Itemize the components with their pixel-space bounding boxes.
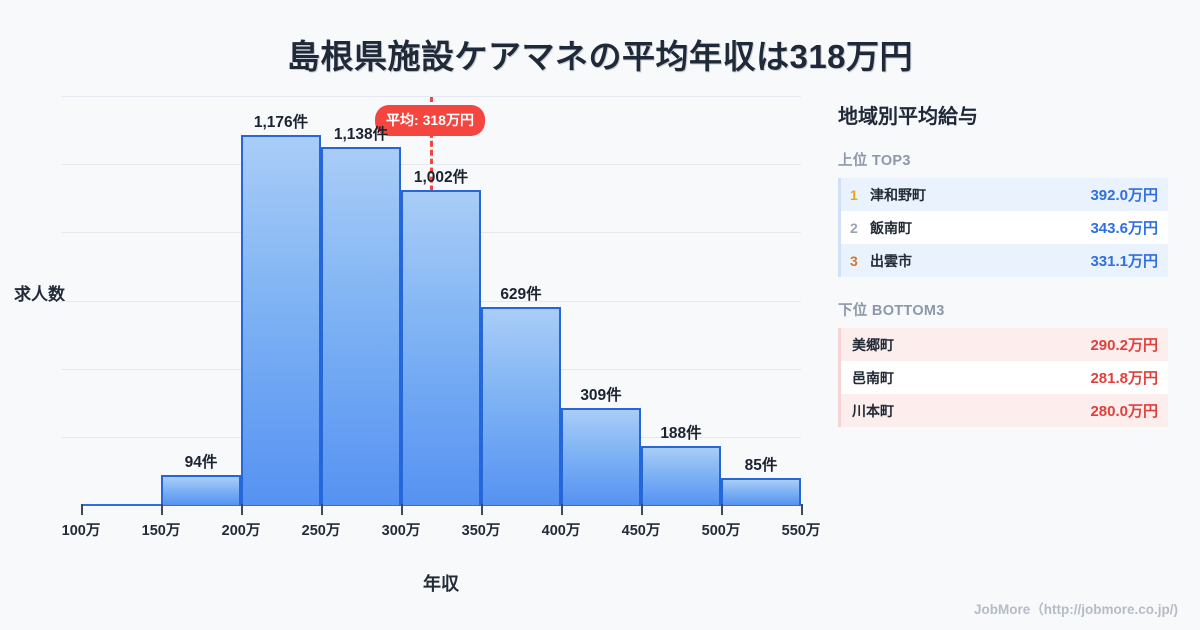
bar-value-label: 85件 bbox=[744, 457, 778, 474]
x-tick-label: 100万 bbox=[61, 523, 101, 539]
x-tick-label: 400万 bbox=[541, 523, 581, 539]
source-credit: JobMore（http://jobmore.co.jp/) bbox=[974, 602, 1178, 617]
histogram-bar bbox=[321, 147, 401, 505]
region-name: 邑南町 bbox=[852, 369, 894, 386]
x-tick-label: 500万 bbox=[701, 523, 741, 539]
top3-table: 1 津和野町 392.0万円 2 飯南町 343.6万円 3 出雲市 331.1万円 bbox=[838, 178, 1168, 277]
x-tick-label: 250万 bbox=[301, 523, 341, 539]
rank-number: 1 bbox=[850, 186, 858, 203]
bottom3-row: 川本町 280.0万円 bbox=[841, 394, 1168, 427]
histogram-bar bbox=[401, 190, 481, 505]
x-tick-label: 200万 bbox=[221, 523, 261, 539]
region-salary-value: 290.2万円 bbox=[1090, 337, 1158, 354]
region-name: 飯南町 bbox=[870, 219, 912, 236]
histogram-bar bbox=[481, 307, 561, 505]
region-salary-value: 331.1万円 bbox=[1090, 253, 1158, 270]
x-tick bbox=[161, 504, 163, 515]
sidebar-heading: 地域別平均給与 bbox=[838, 106, 978, 128]
gridline bbox=[61, 164, 801, 165]
histogram-bar bbox=[241, 135, 321, 505]
x-tick bbox=[241, 504, 243, 515]
top3-row: 1 津和野町 392.0万円 bbox=[841, 178, 1168, 211]
x-axis-line bbox=[81, 504, 802, 506]
region-salary-value: 281.8万円 bbox=[1090, 370, 1158, 387]
bar-value-label: 1,176件 bbox=[253, 114, 309, 131]
bar-value-label: 188件 bbox=[660, 425, 702, 442]
bar-value-label: 94件 bbox=[184, 454, 218, 471]
bottom3-section-label: 下位 BOTTOM3 bbox=[838, 303, 945, 319]
x-axis-label: 年収 bbox=[423, 574, 459, 594]
histogram-bar bbox=[641, 446, 721, 505]
bottom3-row: 邑南町 281.8万円 bbox=[841, 361, 1168, 394]
top3-row: 3 出雲市 331.1万円 bbox=[841, 244, 1168, 277]
histogram-bar bbox=[721, 478, 801, 505]
bottom3-table: 美郷町 290.2万円邑南町 281.8万円川本町 280.0万円 bbox=[838, 328, 1168, 427]
x-tick-label: 550万 bbox=[781, 523, 821, 539]
region-salary-value: 280.0万円 bbox=[1090, 403, 1158, 420]
x-tick bbox=[401, 504, 403, 515]
x-tick bbox=[721, 504, 723, 515]
page-title: 島根県施設ケアマネの平均年収は318万円 bbox=[286, 38, 914, 75]
x-tick bbox=[561, 504, 563, 515]
x-tick-label: 150万 bbox=[141, 523, 181, 539]
bar-value-label: 309件 bbox=[580, 387, 622, 404]
bar-value-label: 629件 bbox=[500, 286, 542, 303]
x-tick-label: 450万 bbox=[621, 523, 661, 539]
x-tick bbox=[81, 504, 83, 515]
top3-section-label: 上位 TOP3 bbox=[838, 153, 911, 169]
region-salary-value: 392.0万円 bbox=[1090, 187, 1158, 204]
region-name: 出雲市 bbox=[870, 252, 912, 269]
x-tick bbox=[801, 504, 803, 515]
gridline bbox=[61, 96, 801, 97]
region-name: 美郷町 bbox=[852, 336, 894, 353]
x-tick bbox=[321, 504, 323, 515]
y-axis-label: 求人数 bbox=[14, 285, 65, 304]
region-salary-value: 343.6万円 bbox=[1090, 220, 1158, 237]
bar-value-label: 1,002件 bbox=[413, 169, 469, 186]
histogram-chart: 平均: 318万円 求人数 年収 94件 1,176件 1,138件 1,002件 62… bbox=[14, 96, 820, 594]
rank-number: 3 bbox=[850, 252, 858, 269]
histogram-bar bbox=[561, 408, 641, 505]
rank-number: 2 bbox=[850, 219, 858, 236]
x-tick-label: 350万 bbox=[461, 523, 501, 539]
top3-row: 2 飯南町 343.6万円 bbox=[841, 211, 1168, 244]
bar-value-label: 1,138件 bbox=[333, 126, 389, 143]
regional-salary-panel: 地域別平均給与 上位 TOP3 1 津和野町 392.0万円 2 飯南町 343.6万円 3… bbox=[838, 100, 1168, 449]
histogram-bar bbox=[161, 475, 241, 505]
region-name: 川本町 bbox=[852, 402, 894, 419]
bottom3-row: 美郷町 290.2万円 bbox=[841, 328, 1168, 361]
x-tick bbox=[481, 504, 483, 515]
x-tick bbox=[641, 504, 643, 515]
region-name: 津和野町 bbox=[870, 186, 926, 203]
average-badge: 平均: 318万円 bbox=[375, 105, 485, 136]
x-tick-label: 300万 bbox=[381, 523, 421, 539]
